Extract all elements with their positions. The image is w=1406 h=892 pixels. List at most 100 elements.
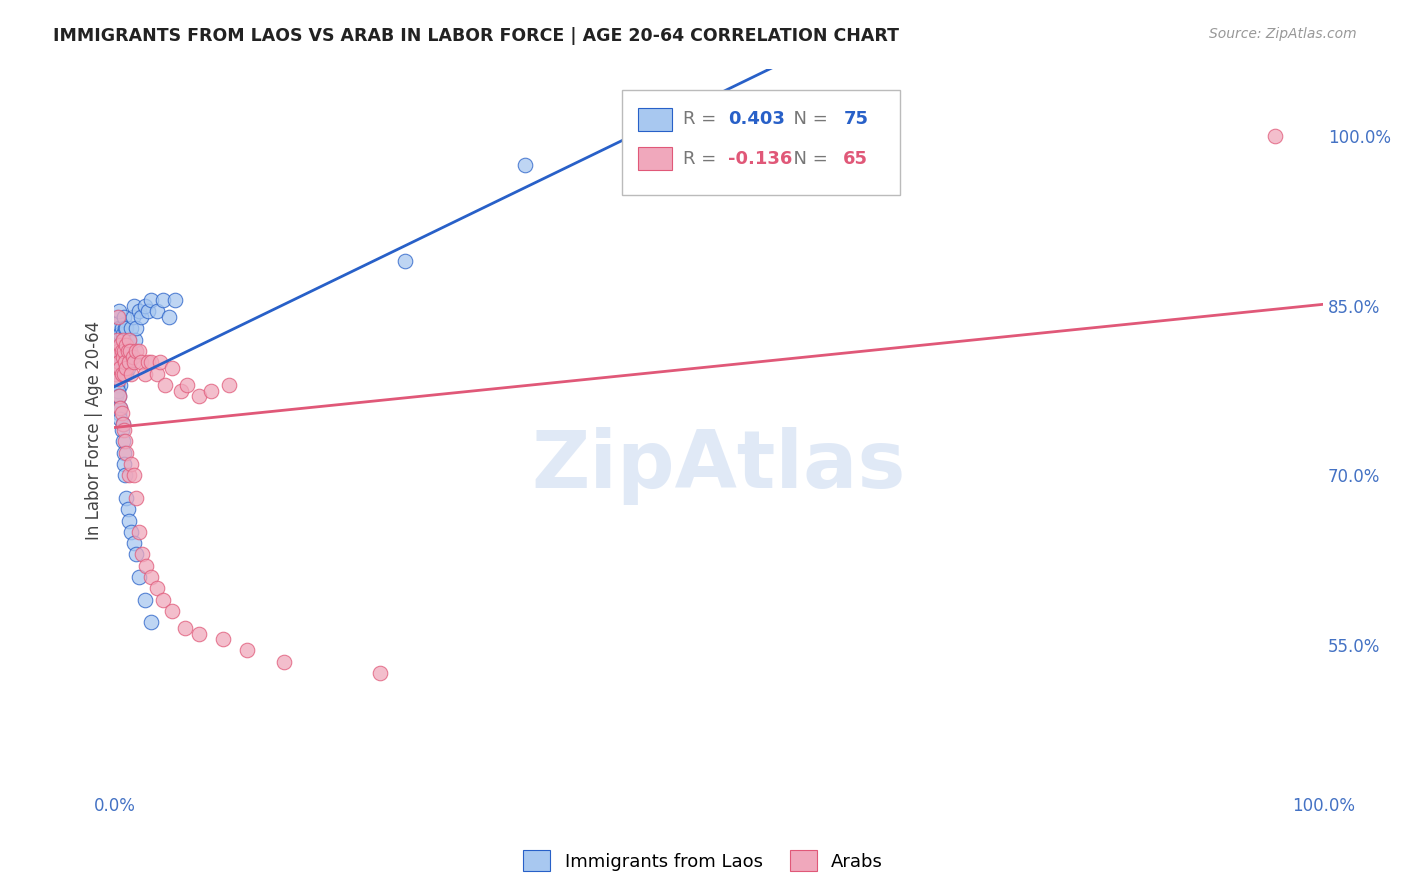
Point <box>122 355 145 369</box>
Point <box>111 350 134 364</box>
Point <box>108 338 131 352</box>
Point <box>170 384 193 398</box>
Point <box>115 446 138 460</box>
Point <box>108 355 131 369</box>
Point <box>122 536 145 550</box>
Point <box>111 434 134 449</box>
Point <box>114 434 136 449</box>
Point <box>139 570 162 584</box>
Point <box>1264 129 1286 144</box>
Point <box>105 378 128 392</box>
Point <box>108 355 131 369</box>
Point <box>131 548 153 562</box>
Point <box>139 355 162 369</box>
Point <box>128 344 150 359</box>
Point <box>125 344 148 359</box>
Point <box>114 344 136 359</box>
Point <box>111 423 134 437</box>
Point <box>118 355 141 369</box>
Point <box>107 333 129 347</box>
Point <box>152 592 174 607</box>
Point <box>107 367 129 381</box>
Point <box>110 361 132 376</box>
Point <box>114 321 136 335</box>
Point <box>115 321 138 335</box>
Point <box>110 327 132 342</box>
Point <box>115 338 138 352</box>
Point <box>107 310 129 325</box>
Point <box>120 344 142 359</box>
Point <box>112 344 135 359</box>
Point <box>112 423 135 437</box>
Point <box>212 632 235 647</box>
Point <box>111 333 134 347</box>
Point <box>162 361 184 376</box>
Point <box>200 384 222 398</box>
Point <box>107 350 129 364</box>
Point <box>153 378 176 392</box>
Point <box>104 389 127 403</box>
Point <box>108 304 131 318</box>
Point <box>120 344 142 359</box>
Point <box>117 502 139 516</box>
Point <box>110 338 132 352</box>
Point <box>157 310 180 325</box>
Point <box>115 344 138 359</box>
Text: R =: R = <box>682 110 721 128</box>
Point <box>110 361 132 376</box>
Point <box>134 299 156 313</box>
Text: ZipAtlas: ZipAtlas <box>531 427 905 505</box>
Point <box>112 446 135 460</box>
Point <box>145 367 167 381</box>
Point <box>188 389 211 403</box>
Point <box>273 655 295 669</box>
Point <box>139 293 162 308</box>
Point <box>111 338 134 352</box>
Point <box>125 491 148 505</box>
Point <box>128 570 150 584</box>
Point <box>149 355 172 369</box>
Point <box>129 355 152 369</box>
Point <box>110 378 132 392</box>
FancyBboxPatch shape <box>638 147 672 170</box>
Point <box>370 666 392 681</box>
Point <box>111 406 134 420</box>
Point <box>128 304 150 318</box>
Point <box>105 350 128 364</box>
Point <box>111 327 134 342</box>
Point <box>135 558 157 573</box>
Point <box>108 389 131 403</box>
Y-axis label: In Labor Force | Age 20-64: In Labor Force | Age 20-64 <box>86 320 103 540</box>
Point <box>120 524 142 539</box>
Point <box>118 514 141 528</box>
Point <box>162 604 184 618</box>
Legend: Immigrants from Laos, Arabs: Immigrants from Laos, Arabs <box>516 843 890 879</box>
Point <box>107 344 129 359</box>
Point <box>104 355 127 369</box>
Point <box>107 384 129 398</box>
Point <box>136 355 159 369</box>
Point <box>122 299 145 313</box>
Text: 75: 75 <box>844 110 869 128</box>
Point <box>128 524 150 539</box>
Point <box>108 372 131 386</box>
Point <box>134 367 156 381</box>
Point <box>107 316 129 330</box>
Point <box>105 310 128 325</box>
Point <box>236 643 259 657</box>
Point <box>124 333 146 347</box>
Point <box>115 361 138 376</box>
Point <box>173 621 195 635</box>
Point <box>121 310 143 325</box>
Point <box>118 468 141 483</box>
Point <box>218 378 240 392</box>
Text: N =: N = <box>782 110 834 128</box>
Text: N =: N = <box>782 150 834 168</box>
Point <box>107 401 129 415</box>
FancyBboxPatch shape <box>621 90 900 195</box>
Point <box>145 582 167 596</box>
Point <box>118 333 141 347</box>
Point <box>139 615 162 630</box>
Point <box>125 548 148 562</box>
Point <box>118 355 141 369</box>
